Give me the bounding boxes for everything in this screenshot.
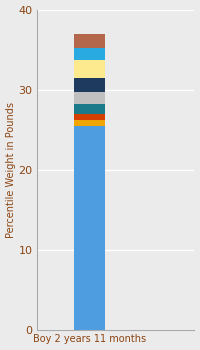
Bar (74, 126, 105, 330)
Bar (74, 104, 105, 114)
Bar (74, 114, 105, 120)
Bar (74, 120, 105, 126)
Bar (74, 34, 105, 48)
Bar (74, 60, 105, 78)
Bar (74, 78, 105, 92)
Bar (74, 48, 105, 60)
Y-axis label: Percentile Weight in Pounds: Percentile Weight in Pounds (6, 102, 16, 238)
Bar (74, 92, 105, 104)
